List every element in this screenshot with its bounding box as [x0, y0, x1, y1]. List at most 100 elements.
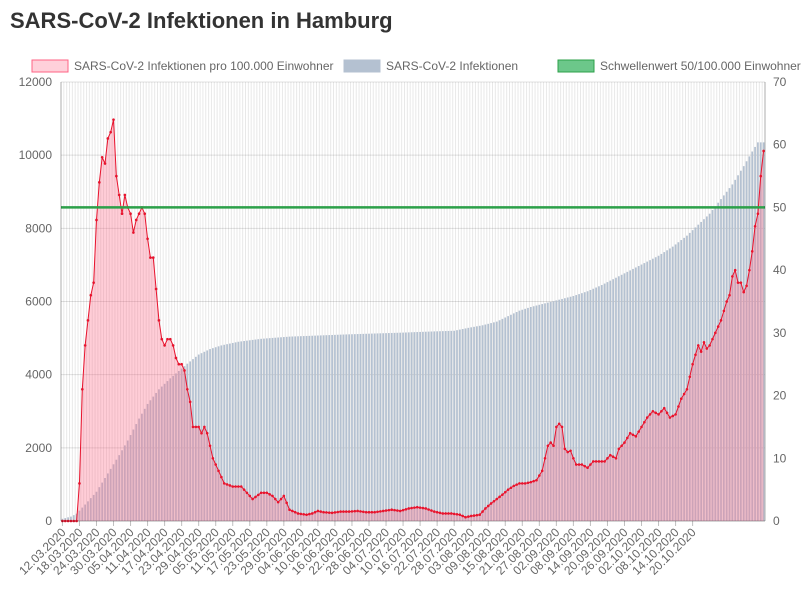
bar: [436, 331, 438, 521]
bar: [143, 408, 146, 521]
bar: [453, 330, 456, 521]
line-point: [481, 510, 484, 513]
line-point: [132, 231, 135, 234]
line-point: [418, 506, 422, 509]
bar: [439, 331, 441, 521]
bar: [254, 339, 257, 521]
line-point: [648, 413, 652, 416]
line-point: [154, 287, 158, 291]
bar: [424, 331, 427, 521]
bar: [512, 313, 515, 521]
bar: [319, 335, 322, 521]
bar: [487, 323, 490, 521]
bar: [379, 333, 382, 521]
bar: [237, 341, 240, 521]
bar: [200, 353, 203, 521]
bar: [686, 235, 688, 521]
line-point: [606, 456, 609, 460]
bar: [98, 487, 101, 521]
bar: [175, 373, 177, 521]
line-point: [168, 337, 172, 341]
line-point: [424, 507, 428, 510]
line-point: [600, 460, 604, 463]
line-point: [614, 456, 618, 460]
bar: [510, 314, 512, 521]
bar: [478, 325, 481, 521]
bar: [87, 501, 89, 521]
line-point: [115, 174, 118, 178]
bar: [515, 312, 518, 521]
bar: [331, 334, 333, 521]
line-point: [194, 425, 198, 429]
bar: [155, 392, 157, 521]
line-point: [696, 344, 700, 347]
bar: [393, 332, 396, 521]
line-point: [89, 293, 93, 297]
chart-title: SARS-CoV-2 Infektionen in Hamburg: [10, 8, 393, 33]
line-point: [123, 193, 127, 197]
line-point: [149, 256, 152, 259]
line-point: [325, 511, 328, 514]
line-point: [330, 511, 334, 515]
line-point: [396, 509, 399, 512]
bar: [737, 175, 739, 521]
bar: [67, 517, 69, 521]
line-point: [350, 510, 354, 513]
bar: [146, 403, 149, 521]
bar: [362, 333, 365, 521]
line-point: [288, 508, 291, 512]
legend-swatch: [557, 59, 595, 73]
line-point: [716, 325, 720, 328]
bar: [240, 341, 243, 521]
bar: [589, 290, 592, 521]
line-point: [200, 431, 203, 435]
line-point: [651, 409, 655, 413]
line-point: [691, 362, 694, 366]
line-point: [69, 519, 73, 523]
line-point: [166, 337, 169, 341]
line-point: [589, 463, 592, 466]
line-point: [762, 149, 765, 153]
line-point: [546, 444, 550, 448]
line-point: [183, 369, 186, 372]
bar: [84, 504, 86, 521]
line-point: [364, 510, 368, 514]
line-point: [512, 484, 516, 488]
line-point: [103, 162, 107, 165]
line-point: [95, 218, 98, 222]
bar: [118, 455, 121, 521]
line-series: [61, 118, 765, 523]
bar: [402, 332, 404, 521]
line-point: [540, 469, 544, 473]
bar: [132, 429, 135, 521]
bar: [376, 333, 379, 521]
line-point: [475, 513, 479, 517]
bar: [646, 261, 649, 521]
bar: [598, 286, 600, 521]
line-point: [171, 344, 175, 347]
bar: [654, 257, 657, 521]
legend-swatch: [343, 59, 381, 73]
line-point: [242, 488, 246, 491]
line-point: [688, 375, 692, 379]
bar: [561, 298, 563, 521]
line-point: [685, 388, 689, 391]
line-point: [248, 494, 252, 498]
line-point: [322, 510, 325, 514]
bar: [694, 227, 697, 521]
bar: [669, 248, 671, 521]
line-point: [381, 509, 385, 513]
line-point: [117, 193, 121, 197]
y-tick-right: 0: [773, 514, 780, 528]
line-point: [308, 512, 311, 516]
line-point: [353, 509, 357, 513]
line-point: [455, 513, 459, 516]
line-point: [591, 460, 595, 463]
bar: [473, 326, 475, 521]
line-point: [245, 491, 249, 495]
line-point: [143, 212, 147, 215]
bar: [711, 210, 714, 521]
line-point: [523, 482, 527, 485]
line-point: [203, 425, 206, 429]
bar: [657, 255, 660, 522]
